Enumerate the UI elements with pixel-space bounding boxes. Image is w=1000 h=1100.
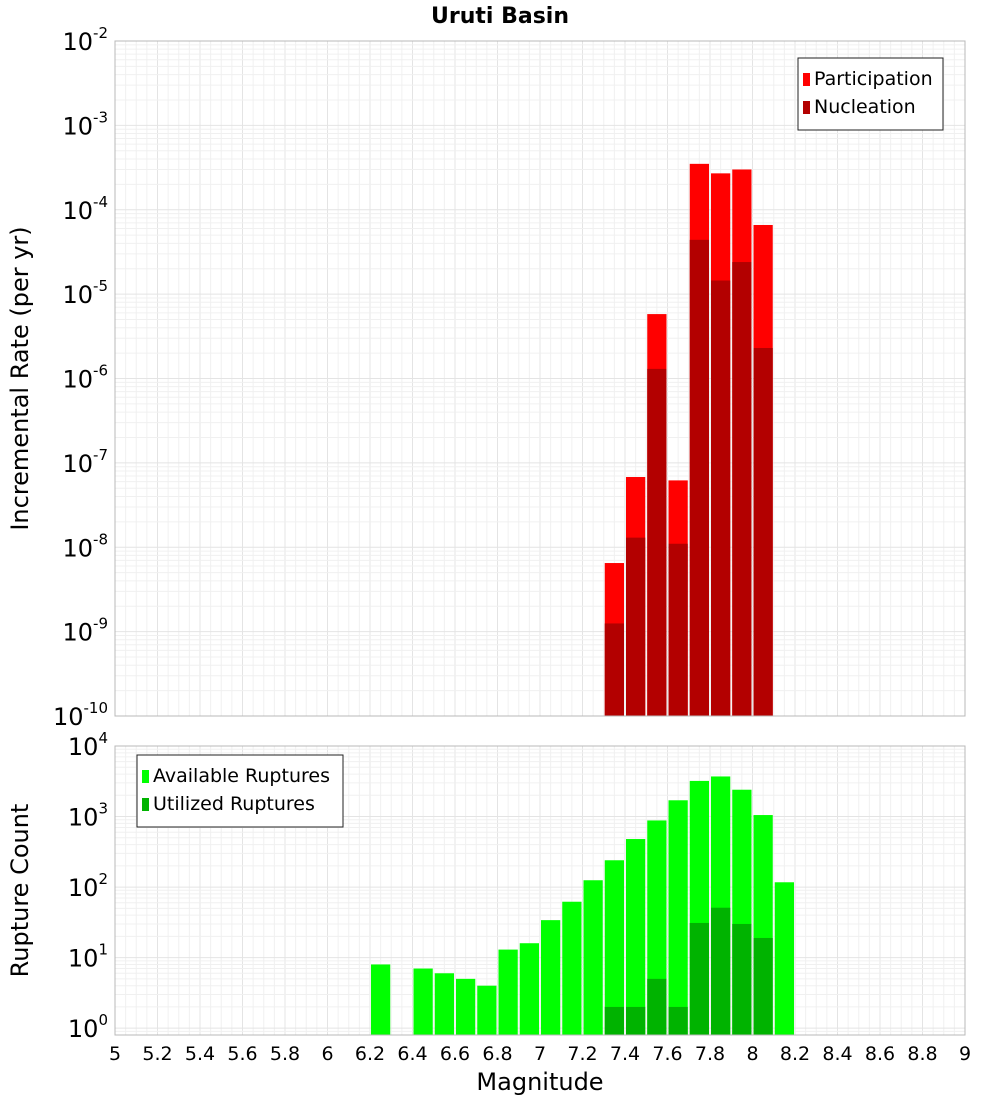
legend-label: Available Ruptures [153,765,330,787]
x-tick-label: 6.8 [482,1043,512,1065]
legend-label: Nucleation [814,96,916,118]
legend-box [136,754,344,828]
x-axis-title: Magnitude [476,1068,603,1096]
bar-available-ruptures [477,985,497,1035]
chart-panel-1: 10-10 10-9 10-8 10-7 10-6 10-5 10-4 10-3 10-2 Uru… [6,4,966,731]
bar-available-ruptures [371,964,391,1035]
bar-available-ruptures [626,839,646,1035]
x-tick-label: 6.2 [355,1043,385,1065]
x-tick-label: 6.4 [397,1043,427,1065]
bar-nucleation [668,543,688,716]
bar-available-ruptures [519,943,539,1035]
legend: Participation Nucleation [797,57,944,131]
chart-title: Uruti Basin [431,4,569,29]
legend: Available Ruptures Utilized Ruptures [136,754,344,828]
y-tick-label: 10-3 [62,108,108,140]
x-tick-label: 5.6 [227,1043,257,1065]
bar-utilized-ruptures [604,1006,624,1035]
x-tick-label: 5 [109,1043,121,1065]
y-tick-label: 10-4 [62,193,108,225]
legend-swatch [803,73,810,86]
bar-utilized-ruptures [626,1006,646,1035]
x-tick-label: 5.4 [185,1043,215,1065]
plot-frame [114,745,966,1036]
y-tick-label: 10-7 [62,446,108,478]
x-tick-label: 7.2 [567,1043,597,1065]
bar-available-ruptures [498,949,518,1035]
legend-swatch [803,101,810,114]
bar-utilized-ruptures [753,937,773,1035]
y-axis-title: Incremental Rate (per yr) [6,226,34,530]
bar-nucleation [711,280,731,716]
bar-nucleation [604,623,624,716]
x-tick-label: 5.8 [270,1043,300,1065]
bar-nucleation [647,368,667,716]
bar-available-ruptures [668,800,688,1035]
bar-available-ruptures [774,882,794,1035]
x-tick-label: 9 [959,1043,971,1065]
y-tick-label: 101 [68,941,108,973]
x-tick-label: 8.2 [780,1043,810,1065]
legend-label: Participation [814,68,933,90]
bar-available-ruptures [413,968,433,1035]
bar-available-ruptures [541,920,561,1035]
x-tick-label: 7.6 [652,1043,682,1065]
bar-nucleation [626,537,646,716]
y-tick-label: 10-2 [62,24,108,56]
bar-available-ruptures [604,860,624,1035]
x-tick-label: 7.4 [610,1043,640,1065]
bar-available-ruptures [562,901,582,1035]
y-tick-label: 104 [68,729,108,761]
x-tick-label: 8.8 [907,1043,937,1065]
bar-utilized-ruptures [647,978,667,1035]
y-tick-label: 10-10 [53,699,108,731]
bar-nucleation [689,239,709,716]
y-tick-label: 100 [68,1011,108,1043]
legend-box [797,57,944,131]
x-tick-label: 8.4 [822,1043,852,1065]
x-tick-label: 7 [534,1043,546,1065]
x-tick-label: 6 [321,1043,333,1065]
bar-nucleation [753,347,773,716]
bar-utilized-ruptures [732,923,752,1035]
x-tick-label: 8.6 [865,1043,895,1065]
x-tick-label: 7.8 [695,1043,725,1065]
y-tick-label: 10-9 [62,615,108,647]
bar-available-ruptures [456,978,476,1035]
plot-frame [114,40,966,717]
chart-panel-2: 100 101 102 103 104 5 5.2 5.4 5.6 5.8 6 6.2 6.4 6.6 6.… [6,729,971,1096]
x-tick-label: 5.2 [142,1043,172,1065]
bar-utilized-ruptures [668,1006,688,1035]
x-tick-label: 6.6 [440,1043,470,1065]
y-axis-title: Rupture Count [6,804,34,978]
y-tick-label: 10-5 [62,277,108,309]
y-tick-label: 102 [68,870,108,902]
y-tick-label: 10-8 [62,530,108,562]
x-tick-label: 8 [746,1043,758,1065]
bar-available-ruptures [583,880,603,1035]
bar-utilized-ruptures [689,922,709,1035]
y-tick-label: 103 [68,800,108,832]
bar-nucleation [732,262,752,716]
legend-swatch [142,770,149,783]
bar-utilized-ruptures [711,907,731,1035]
y-tick-label: 10-6 [62,362,108,394]
legend-swatch [142,798,149,811]
bar-available-ruptures [434,973,454,1035]
legend-label: Utilized Ruptures [153,793,315,815]
